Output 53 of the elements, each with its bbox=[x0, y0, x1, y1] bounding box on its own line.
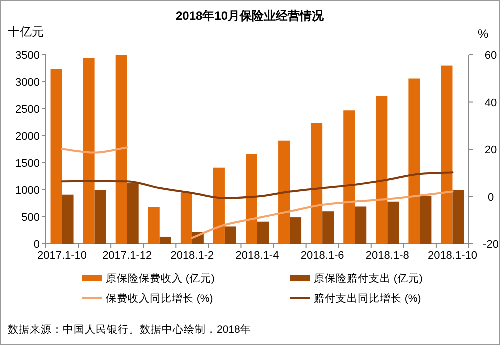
source-note: 数据来源：中国人民银行。数据中心绘制，2018年 bbox=[8, 323, 252, 336]
y2-tick-label: 60 bbox=[484, 50, 498, 62]
chart-title: 2018年10月保险业经营情况 bbox=[176, 9, 326, 23]
bar bbox=[420, 196, 432, 244]
y-tick-label: 0 bbox=[34, 239, 40, 251]
legend-label: 原保险赔付支出 (亿元) bbox=[314, 272, 423, 285]
y-tick-label: 500 bbox=[22, 212, 40, 224]
bar bbox=[127, 184, 139, 244]
y2-axis-title: % bbox=[478, 27, 489, 41]
bar bbox=[344, 110, 356, 244]
bar bbox=[224, 226, 236, 244]
legend-label: 原保险保费收入 (亿元) bbox=[106, 272, 215, 285]
bar bbox=[258, 222, 269, 244]
bar bbox=[213, 168, 225, 244]
bar bbox=[322, 212, 334, 244]
bar bbox=[408, 78, 420, 244]
y2-tick-label: 20 bbox=[484, 144, 498, 156]
legend-label: 保费收入同比增长 (%) bbox=[106, 292, 214, 305]
y2-tick-label: 40 bbox=[484, 97, 498, 110]
y-tick-label: 3000 bbox=[16, 77, 40, 89]
y-axis-title: 十亿元 bbox=[8, 25, 44, 39]
bar bbox=[62, 194, 74, 244]
bar bbox=[160, 236, 172, 244]
bar bbox=[355, 206, 367, 244]
y-tick-label: 2000 bbox=[16, 131, 40, 143]
y-tick-label: 3500 bbox=[16, 50, 40, 62]
legend-label: 赔付支出同比增长 (%) bbox=[314, 292, 422, 305]
x-tick-label: 2018.1-4 bbox=[236, 250, 280, 262]
bar bbox=[441, 66, 453, 244]
bar bbox=[83, 58, 95, 244]
x-tick-label: 2017.1-12 bbox=[102, 250, 152, 262]
y-tick-label: 1000 bbox=[16, 185, 40, 197]
y2-tick-label: 0 bbox=[488, 192, 494, 204]
bar bbox=[116, 55, 128, 244]
x-tick-label: 2018.1-6 bbox=[300, 250, 344, 262]
bar bbox=[290, 218, 302, 244]
bar bbox=[94, 190, 106, 244]
x-tick-label: 2018.1-10 bbox=[428, 250, 478, 262]
x-tick-label: 2018.1-2 bbox=[170, 250, 214, 262]
bar bbox=[452, 190, 464, 244]
x-tick-label: 2017.1-10 bbox=[37, 250, 88, 262]
bar bbox=[376, 96, 388, 244]
bar bbox=[278, 140, 290, 244]
bar bbox=[388, 202, 400, 244]
bar bbox=[246, 154, 258, 244]
bar bbox=[148, 207, 160, 244]
bar bbox=[180, 192, 192, 244]
y2-tick-label: -20 bbox=[483, 239, 499, 251]
y-tick-label: 1500 bbox=[16, 158, 40, 170]
bar bbox=[50, 69, 62, 244]
y-tick-label: 2500 bbox=[16, 104, 40, 116]
bar bbox=[311, 123, 323, 244]
x-tick-label: 2018.1-8 bbox=[366, 250, 410, 262]
